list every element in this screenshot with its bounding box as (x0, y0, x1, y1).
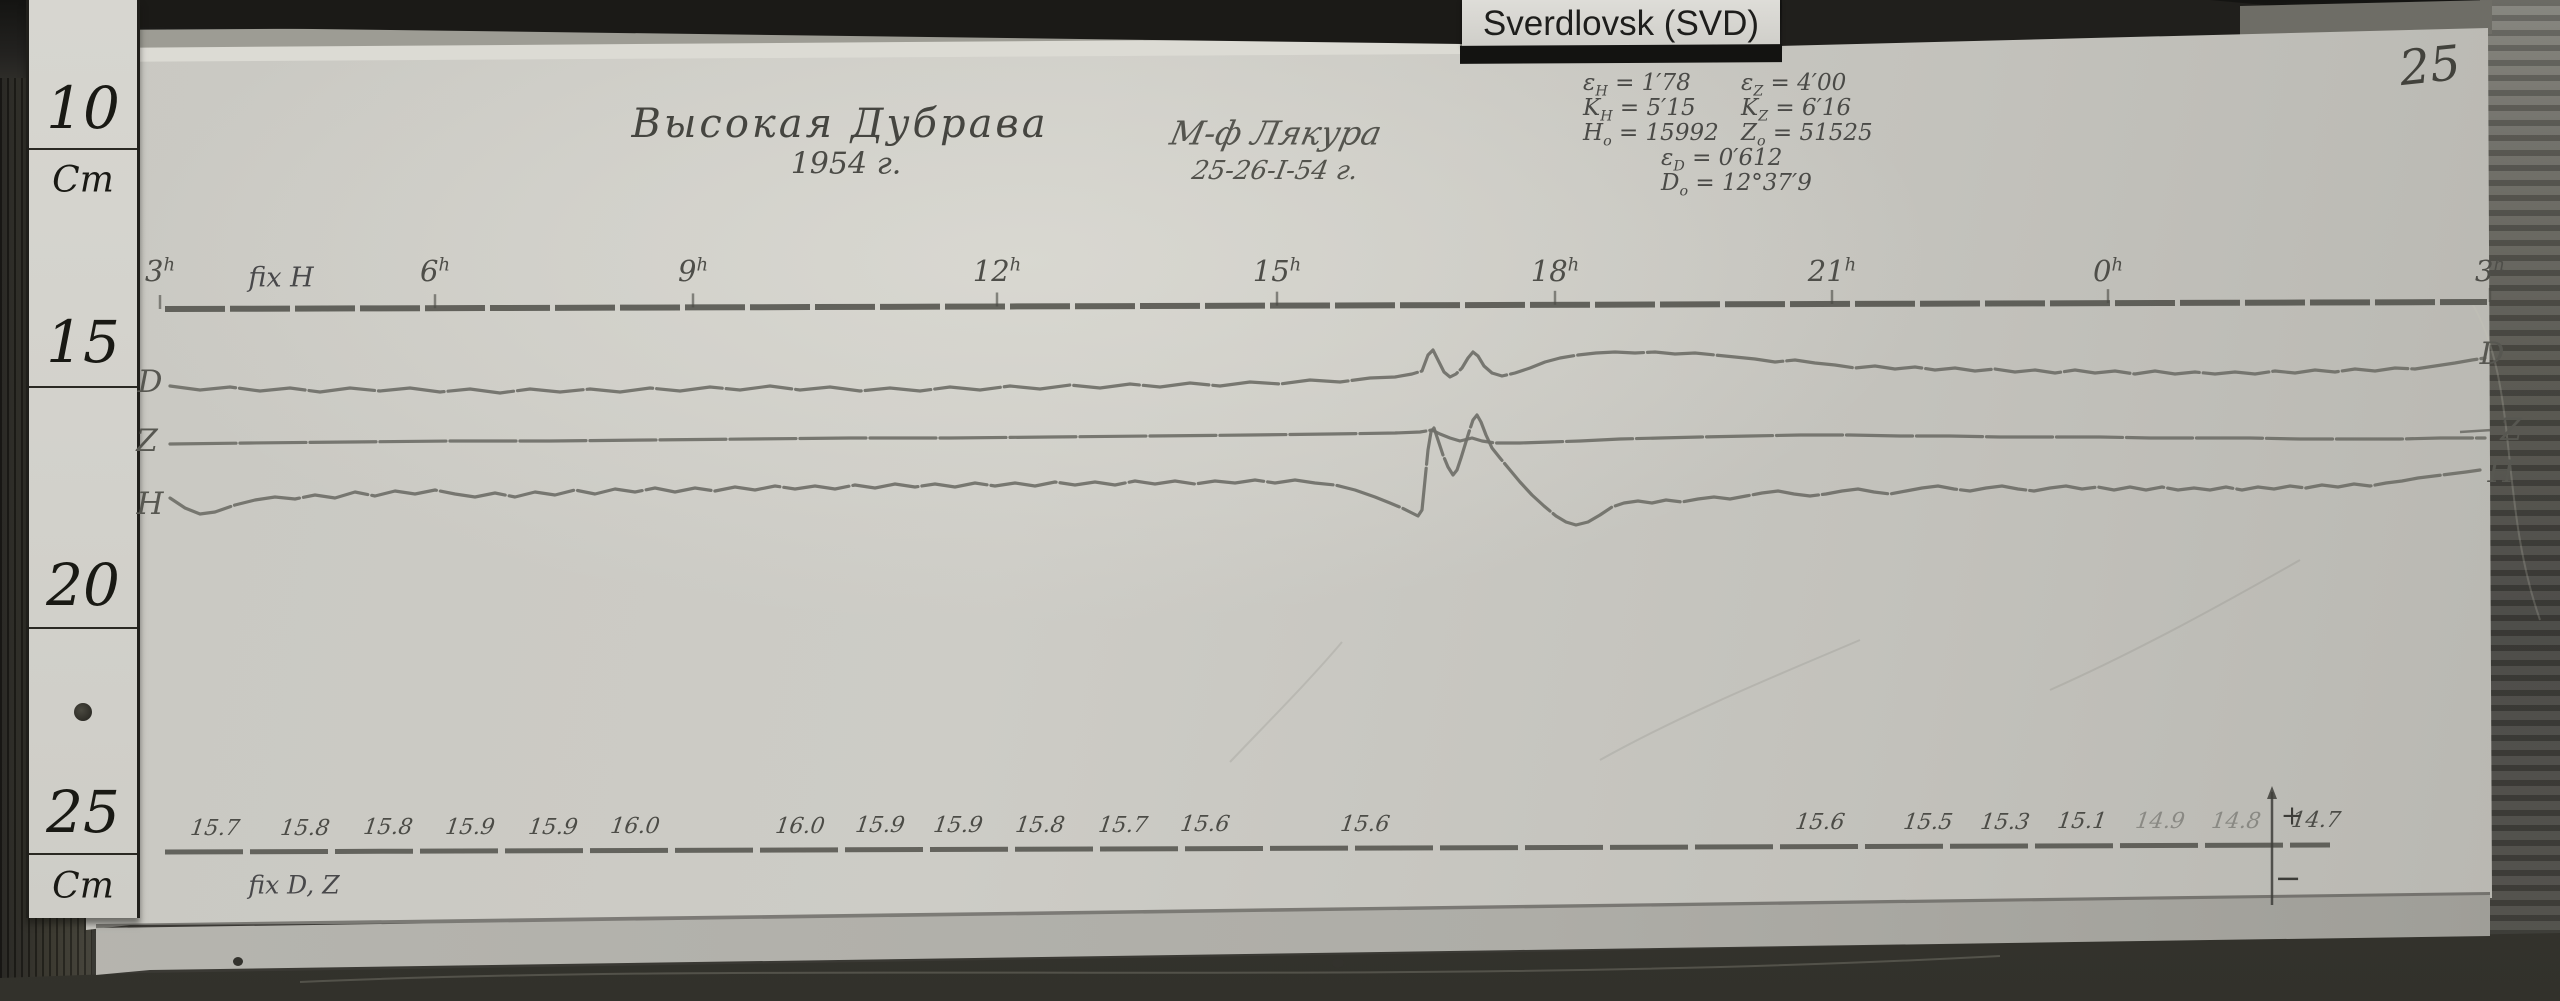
hour-tick-label: 12h (972, 254, 1022, 288)
ruler-label: Ст (52, 159, 114, 201)
baseline-value: 15.8 (1013, 812, 1067, 838)
trace-label-Z: Z (2500, 412, 2522, 448)
constant-value: εZ = 4′00 (1741, 70, 1847, 100)
baseline-value: 15.8 (361, 815, 415, 841)
paper-speck (1332, 958, 1344, 968)
ruler-label: Ст (52, 865, 114, 907)
chart-year: 1954 г. (790, 146, 902, 182)
plus-sign: + (2280, 800, 2304, 832)
trace-label-Z: Z (136, 423, 158, 459)
baseline-value: 15.9 (526, 814, 580, 840)
trace-label-H: H (2487, 454, 2515, 490)
hour-tick-label: 3h (2474, 254, 2506, 288)
baseline-value: 15.1 (2055, 809, 2109, 835)
ruler-mark-line (29, 853, 137, 855)
page-number: 25 (2396, 34, 2464, 98)
baseline-value: 15.9 (443, 814, 497, 840)
constant-value: Ho = 15992 (1583, 120, 1719, 150)
baseline-value: 14.8 (2209, 808, 2263, 834)
cm-ruler: 10 Ст 15 20 25 Ст (26, 0, 140, 918)
constant-value: KZ = 6′16 (1741, 95, 1852, 125)
ruler-label: 20 (46, 551, 120, 619)
chart-title: Высокая Дубрава (631, 101, 1049, 147)
station-label: Sverdlovsk (SVD) (1462, 0, 1780, 47)
baseline-value: 15.7 (188, 815, 242, 841)
minus-sign: − (2274, 859, 2302, 897)
event-name: М-ф Лякура (1166, 113, 1386, 153)
trace-label-D: D (137, 364, 163, 400)
trace-label-D: D (2479, 336, 2505, 372)
baseline-value: 15.6 (1793, 810, 1847, 836)
constant-value: εH = 1′78 (1583, 70, 1691, 100)
baseline-value: 16.0 (773, 813, 827, 839)
hour-tick-label: 0h (2092, 254, 2124, 288)
baseline-value: 15.7 (1096, 812, 1150, 838)
baseline-value: 15.6 (1338, 811, 1392, 837)
hour-tick-label: 9h (677, 254, 709, 288)
baseline-value: 15.6 (1178, 812, 1232, 838)
ruler-hole (74, 703, 92, 721)
ruler-label: 25 (46, 778, 120, 846)
baseline-value: 15.9 (853, 813, 907, 839)
baseline-value: 15.3 (1978, 809, 2032, 835)
station-label-text: Sverdlovsk (SVD) (1482, 3, 1760, 43)
event-date: 25-26-I-54 г. (1189, 156, 1361, 186)
paper-speck (233, 957, 243, 966)
hour-tick-label: 6h (419, 254, 451, 288)
baseline-value: 15.5 (1901, 809, 1955, 835)
hour-tick-label: 15h (1252, 254, 1302, 288)
hour-tick-label: 18h (1530, 254, 1580, 288)
baseline-value: 15.9 (931, 813, 985, 839)
constant-value: Do = 12°37′9 (1661, 170, 1812, 200)
ruler-label: 10 (46, 74, 120, 142)
constant-value: Zo = 51525 (1741, 120, 1873, 150)
fix-h-annotation: fix H (248, 262, 314, 294)
label-shadow-bar (1460, 44, 1782, 64)
constant-value: KH = 5′15 (1583, 95, 1696, 125)
hour-tick-label: 21h (1807, 254, 1857, 288)
ruler-mark-line (29, 627, 137, 629)
trace-label-H: H (136, 486, 164, 522)
baseline-value: 15.8 (278, 815, 332, 841)
fix-dz-annotation: fix D, Z (248, 870, 340, 900)
hour-tick-label: 3h (144, 254, 176, 288)
baseline-value: 14.9 (2133, 809, 2187, 835)
constant-value: εD = 0′612 (1661, 145, 1783, 175)
wood-table-right (2480, 0, 2560, 1001)
ruler-mark-line (29, 148, 137, 150)
baseline-value: 16.0 (608, 814, 662, 840)
ruler-label: 15 (46, 308, 120, 376)
ruler-mark-line (29, 386, 137, 388)
